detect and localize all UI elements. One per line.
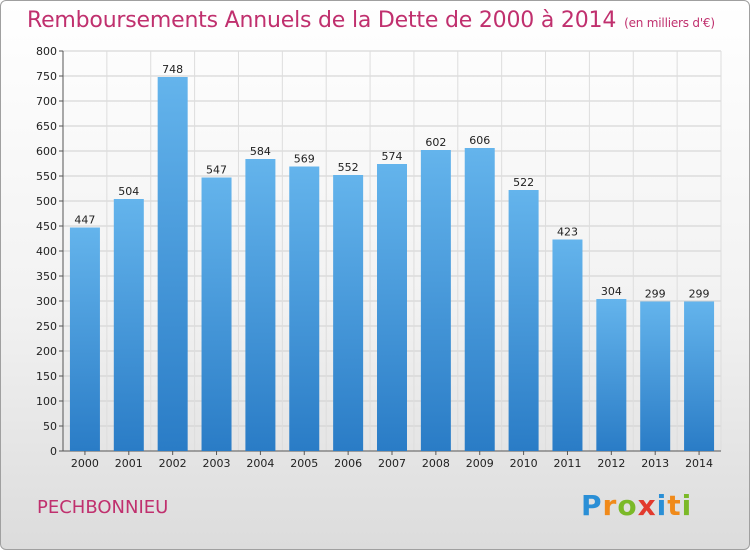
bar <box>113 199 144 451</box>
commune-name: PECHBONNIEU <box>37 497 169 518</box>
data-label: 569 <box>294 153 315 166</box>
y-tick-label: 750 <box>36 70 57 83</box>
x-tick-label: 2011 <box>553 457 581 470</box>
y-tick-label: 450 <box>36 220 57 233</box>
y-tick-label: 800 <box>36 45 57 58</box>
axis-layer: 0 50 100 150 200 250 300 350 400 450 500 550 600 650 7… <box>36 45 721 470</box>
bar <box>508 190 539 451</box>
data-label: 574 <box>382 150 403 163</box>
data-label: 423 <box>557 226 578 239</box>
logo-letter: t <box>667 489 682 522</box>
y-tick-label: 550 <box>36 170 57 183</box>
y-tick-label: 50 <box>43 420 57 433</box>
x-tick-label: 2012 <box>597 457 625 470</box>
bar <box>289 166 320 451</box>
logo-letter: P <box>581 489 603 522</box>
bar <box>201 177 232 451</box>
chart-unit: (en milliers d'€) <box>624 16 715 30</box>
x-tick-label: 2005 <box>290 457 318 470</box>
y-tick-label: 200 <box>36 345 57 358</box>
y-tick-label: 100 <box>36 395 57 408</box>
logo-letter: x <box>637 489 657 522</box>
bar <box>464 148 495 451</box>
data-label: 504 <box>118 185 139 198</box>
data-label: 547 <box>206 164 227 177</box>
x-tick-label: 2008 <box>422 457 450 470</box>
x-tick-label: 2007 <box>378 457 406 470</box>
bar <box>596 299 627 451</box>
x-tick-label: 2013 <box>641 457 669 470</box>
bar <box>684 301 715 451</box>
y-tick-label: 300 <box>36 295 57 308</box>
data-label: 584 <box>250 145 271 158</box>
x-tick-label: 2000 <box>71 457 99 470</box>
logo-letter: r <box>602 489 618 522</box>
bar <box>377 164 407 451</box>
x-tick-label: 2002 <box>159 457 187 470</box>
data-label: 447 <box>74 214 95 227</box>
bar <box>245 159 276 451</box>
y-tick-label: 400 <box>36 245 57 258</box>
x-tick-label: 2004 <box>246 457 274 470</box>
chart-title: Remboursements Annuels de la Dette de 20… <box>27 8 715 33</box>
data-label: 748 <box>162 63 183 76</box>
data-label: 299 <box>645 288 666 301</box>
logo-letter: i <box>656 489 668 522</box>
bar-layer <box>69 77 715 451</box>
bar <box>333 175 364 451</box>
x-tick-label: 2009 <box>466 457 494 470</box>
data-label: 552 <box>338 161 359 174</box>
label-layer: 447 504 748 547 584 569 552 574 602 606 522 423 304 2… <box>74 63 709 301</box>
proxiti-logo[interactable]: Proxiti <box>581 489 692 522</box>
logo-letter: o <box>617 489 638 522</box>
data-label: 522 <box>513 176 534 189</box>
y-tick-label: 350 <box>36 270 57 283</box>
data-label: 602 <box>425 136 446 149</box>
x-tick-label: 2001 <box>115 457 143 470</box>
data-label: 299 <box>689 288 710 301</box>
bar <box>552 239 583 451</box>
chart-title-text: Remboursements Annuels de la Dette de 20… <box>27 8 617 33</box>
y-tick-label: 250 <box>36 320 57 333</box>
x-tick-label: 2003 <box>203 457 231 470</box>
logo-letter: i <box>681 489 693 522</box>
bar <box>640 301 671 451</box>
bar <box>420 150 451 451</box>
y-tick-label: 700 <box>36 95 57 108</box>
y-tick-label: 500 <box>36 195 57 208</box>
x-tick-label: 2014 <box>685 457 713 470</box>
x-tick-label: 2006 <box>334 457 362 470</box>
y-tick-label: 650 <box>36 120 57 133</box>
bar <box>157 77 188 451</box>
bar <box>69 227 100 451</box>
y-tick-label: 0 <box>50 445 57 458</box>
y-tick-label: 600 <box>36 145 57 158</box>
y-tick-label: 150 <box>36 370 57 383</box>
data-label: 304 <box>601 285 622 298</box>
data-label: 606 <box>469 134 490 147</box>
x-tick-label: 2010 <box>510 457 538 470</box>
